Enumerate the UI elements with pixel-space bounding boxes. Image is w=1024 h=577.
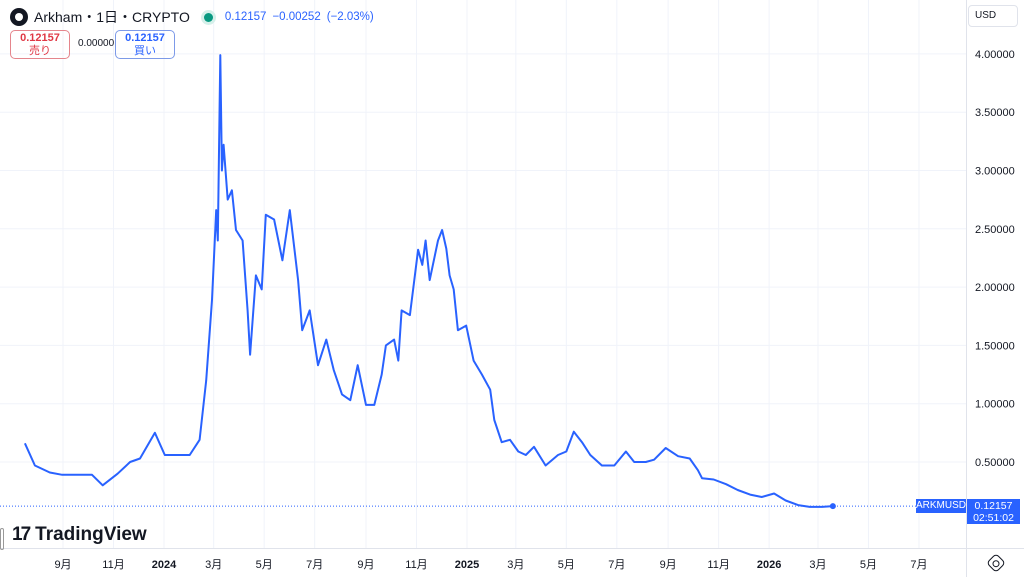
x-tick-label: 2025	[455, 559, 479, 571]
x-tick-label: 7月	[910, 559, 927, 571]
y-tick-label: 3.50000	[975, 107, 1015, 119]
sell-button[interactable]: 0.12157 売り	[10, 30, 70, 59]
y-tick-label: 1.50000	[975, 340, 1015, 352]
chart-header: Arkham・1日・CRYPTO 0.12157 −0.00252 (−2.03…	[10, 7, 374, 27]
x-tick-label: 2024	[152, 559, 177, 571]
current-price-label: 0.12157 02:51:02	[967, 499, 1020, 524]
symbol-price-label: ARKMUSD	[916, 499, 967, 513]
x-tick-label: 9月	[54, 559, 71, 571]
currency-select[interactable]: USD	[968, 5, 1018, 27]
current-price: 0.12157	[974, 500, 1013, 512]
last-price-dot	[829, 503, 836, 510]
y-tick-label: 1.00000	[975, 399, 1015, 411]
spread: 0.00000	[78, 38, 115, 49]
sell-label: 売り	[29, 45, 51, 57]
x-tick-label: 11月	[405, 559, 427, 571]
x-tick-label: 9月	[357, 559, 374, 571]
time-axis-border	[0, 548, 1024, 549]
price-change-percent: (−2.03%)	[326, 11, 374, 23]
tradingview-mark-icon: 17	[12, 524, 31, 545]
bar-countdown: 02:51:02	[973, 512, 1014, 524]
buy-button[interactable]: 0.12157 買い	[115, 30, 175, 59]
x-tick-label: 3月	[507, 559, 524, 571]
buy-price: 0.12157	[125, 32, 165, 44]
market-status-icon	[203, 12, 213, 22]
x-tick-label: 11月	[707, 559, 729, 571]
buy-label: 買い	[134, 45, 156, 57]
y-tick-label: 2.00000	[975, 282, 1015, 294]
x-tick-label: 3月	[205, 559, 222, 571]
x-tick-label: 7月	[306, 559, 323, 571]
last-price: 0.12157	[224, 11, 267, 23]
y-tick-label: 4.00000	[975, 49, 1015, 61]
price-series-line	[23, 54, 833, 508]
x-tick-label: 3月	[809, 559, 826, 571]
x-tick-label: 11月	[102, 559, 124, 571]
tradingview-logo[interactable]: 17 TradingView	[12, 524, 147, 546]
x-tick-label: 5月	[558, 559, 575, 571]
y-tick-label: 0.50000	[975, 457, 1015, 469]
arkham-logo-icon	[10, 8, 28, 26]
brand-name: TradingView	[35, 524, 147, 545]
symbol-title[interactable]: Arkham・1日・CRYPTO	[34, 9, 190, 25]
x-tick-label: 7月	[608, 559, 625, 571]
price-axis-border	[966, 0, 967, 577]
x-tick-label: 5月	[860, 559, 877, 571]
x-tick-label: 9月	[660, 559, 677, 571]
price-change: −0.00252	[272, 11, 321, 23]
x-tick-label: 2026	[757, 559, 781, 571]
y-tick-label: 2.50000	[975, 224, 1015, 236]
scroll-handle[interactable]	[0, 528, 4, 550]
sell-price: 0.12157	[20, 32, 60, 44]
y-tick-label: 3.00000	[975, 166, 1015, 178]
x-tick-label: 5月	[256, 559, 273, 571]
